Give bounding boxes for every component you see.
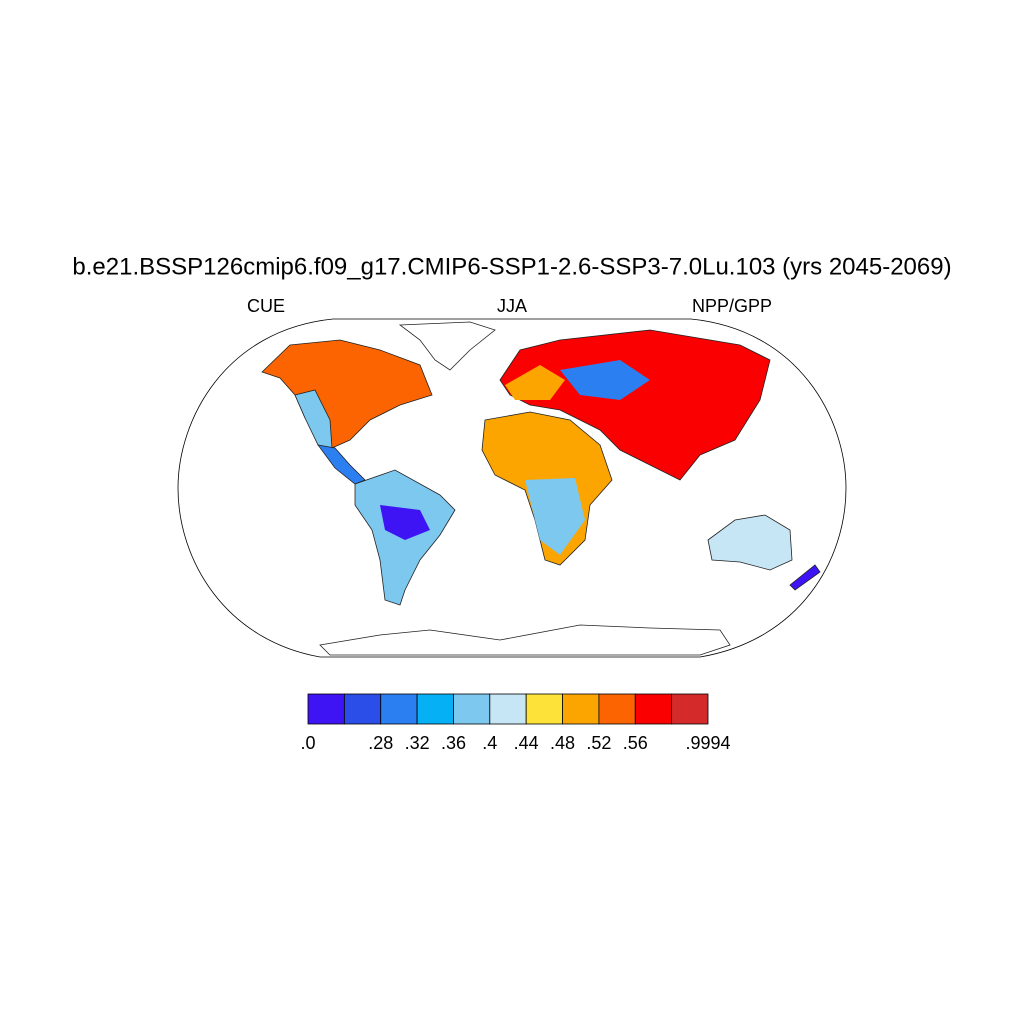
colorbar-label: .48 bbox=[550, 733, 575, 753]
center-string: JJA bbox=[497, 296, 527, 316]
colorbar-box bbox=[416, 693, 454, 725]
colorbar-label: .32 bbox=[405, 733, 430, 753]
colorbar: .0 .28 .32 .36 .4 .44 .48 .52 .56 .9994 bbox=[300, 693, 731, 753]
map-title: b.e21.BSSP126cmip6.f09_g17.CMIP6-SSP1-2.… bbox=[72, 253, 951, 280]
north-america bbox=[261, 339, 433, 449]
left-string: CUE bbox=[247, 296, 285, 316]
colorbar-box bbox=[598, 693, 636, 725]
greenland bbox=[398, 321, 496, 371]
africa-south bbox=[525, 478, 585, 555]
australia bbox=[707, 514, 793, 571]
colorbar-box bbox=[525, 693, 563, 725]
colorbar-label: .56 bbox=[623, 733, 648, 753]
map-land bbox=[261, 321, 821, 656]
right-string: NPP/GPP bbox=[692, 296, 772, 316]
antarctica bbox=[319, 624, 731, 656]
colorbar-box bbox=[380, 693, 418, 725]
europe bbox=[505, 365, 565, 400]
colorbar-box bbox=[453, 693, 491, 725]
colorbar-label: .36 bbox=[441, 733, 466, 753]
amazon bbox=[380, 505, 430, 540]
eurasia bbox=[499, 329, 771, 481]
colorbar-label: .4 bbox=[482, 733, 497, 753]
colorbar-label: .44 bbox=[514, 733, 539, 753]
colorbar-label: .28 bbox=[368, 733, 393, 753]
colorbar-box bbox=[562, 693, 600, 725]
colorbar-box bbox=[634, 693, 673, 725]
colorbar-label: .52 bbox=[586, 733, 611, 753]
colorbar-box bbox=[489, 693, 527, 725]
colorbar-box bbox=[343, 693, 382, 725]
central-america bbox=[317, 444, 366, 485]
colorbar-box bbox=[671, 693, 709, 725]
colorbar-label: .0 bbox=[300, 733, 315, 753]
new-zealand bbox=[789, 564, 821, 591]
siberia-cool bbox=[560, 360, 650, 400]
map-outline bbox=[177, 318, 847, 658]
colorbar-box bbox=[307, 693, 345, 725]
colorbar-label: .9994 bbox=[685, 733, 730, 753]
